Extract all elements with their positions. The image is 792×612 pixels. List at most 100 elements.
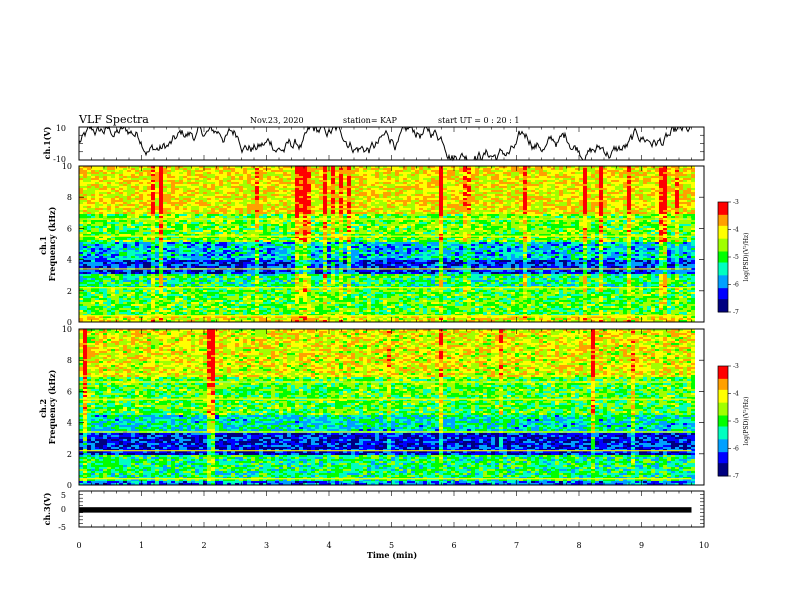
spectrogram-cell [79,206,83,208]
spectrogram-cell [211,296,215,298]
spectrogram-cell [275,262,279,264]
spectrogram-cell [239,250,243,252]
spectrogram-cell [283,260,287,262]
spectrogram-cell [179,176,183,178]
spectrogram-cell [243,284,247,286]
spectrogram-cell [243,176,247,178]
spectrogram-cell [275,216,279,218]
spectrogram-cell [307,190,311,192]
spectrogram-cell [83,312,87,314]
spectrogram-cell [271,320,275,322]
spectrogram-cell [119,276,123,278]
spectrogram-cell [303,196,307,198]
spectrogram-cell [299,304,303,306]
spectrogram-cell [99,184,103,186]
spectrogram-cell [215,178,219,180]
spectrogram-cell [231,308,235,310]
spectrogram-cell [183,212,187,214]
spectrogram-cell [275,300,279,302]
spectrogram-cell [83,224,87,226]
spectrogram-cell [203,190,207,192]
spectrogram-cell [195,224,199,226]
spectrogram-cell [83,298,87,300]
spectrogram-cell [275,208,279,210]
spectrogram-cell [103,290,107,292]
spectrogram-cell [235,298,239,300]
spectrogram-cell [219,214,223,216]
spectrogram-cell [267,178,271,180]
spectrogram-cell [159,256,163,258]
spectrogram-cell [79,282,83,284]
spectrogram-cell [179,318,183,320]
spectrogram-cell [283,224,287,226]
spectrogram-cell [191,180,195,182]
spectrogram-cell [195,204,199,206]
spectrogram-cell [107,320,111,322]
spectrogram-cell [179,214,183,216]
spectrogram-cell [287,190,291,192]
spectrogram-cell [327,244,331,246]
spectrogram-cell [103,300,107,302]
spectrogram-cell [107,248,111,250]
spectrogram-cell [183,234,187,236]
spectrogram-cell [163,264,167,266]
spectrogram-cell [127,192,131,194]
spectrogram-cell [255,288,259,290]
spectrogram-cell [255,246,259,248]
spectrogram-cell [319,292,323,294]
spectrogram-cell [211,198,215,200]
spectrogram-cell [219,264,223,266]
spectrogram-cell [235,176,239,178]
spectrogram-cell [111,204,115,206]
spectrogram-cell [219,220,223,222]
spectrogram-cell [115,186,119,188]
spectrogram-cell [139,316,143,318]
spectrogram-cell [103,288,107,290]
spectrogram-cell [179,166,183,168]
spectrogram-cell [187,260,191,262]
spectrogram-cell [275,172,279,174]
spectrogram-cell [139,294,143,296]
spectrogram-cell [327,296,331,298]
spectrogram-cell [319,228,323,230]
spectrogram-cell [287,186,291,188]
spectrogram-cell [155,310,159,312]
spectrogram-cell [327,190,331,192]
spectrogram-cell [327,286,331,288]
spectrogram-cell [227,266,231,268]
spectrogram-cell [303,194,307,196]
spectrogram-cell [211,236,215,238]
spectrogram-cell [167,166,171,168]
spectrogram-cell [183,236,187,238]
spectrogram-cell [163,224,167,226]
spectrogram-cell [307,208,311,210]
spectrogram-cell [279,262,283,264]
spectrogram-cell [91,302,95,304]
spectrogram-cell [203,300,207,302]
spectrogram-cell [115,216,119,218]
spectrogram-cell [79,176,83,178]
spectrogram-cell [207,244,211,246]
spectrogram-cell [311,226,315,228]
spectrogram-cell [183,244,187,246]
spectrogram-cell [291,200,295,202]
spectrogram-cell [183,314,187,316]
spectrogram-cell [163,282,167,284]
spectrogram-cell [207,292,211,294]
spectrogram-cell [311,302,315,304]
spectrogram-cell [155,252,159,254]
spectrogram-cell [203,196,207,198]
spectrogram-cell [199,286,203,288]
spectrogram-cell [287,296,291,298]
spectrogram-cell [107,166,111,168]
spectrogram-cell [187,190,191,192]
spectrogram-cell [267,272,271,274]
spectrogram-cell [147,270,151,272]
spectrogram-cell [243,246,247,248]
spectrogram-cell [319,246,323,248]
spectrogram-cell [219,208,223,210]
spectrogram-cell [159,186,163,188]
spectrogram-cell [135,298,139,300]
spectrogram-cell [267,186,271,188]
spectrogram-cell [155,306,159,308]
